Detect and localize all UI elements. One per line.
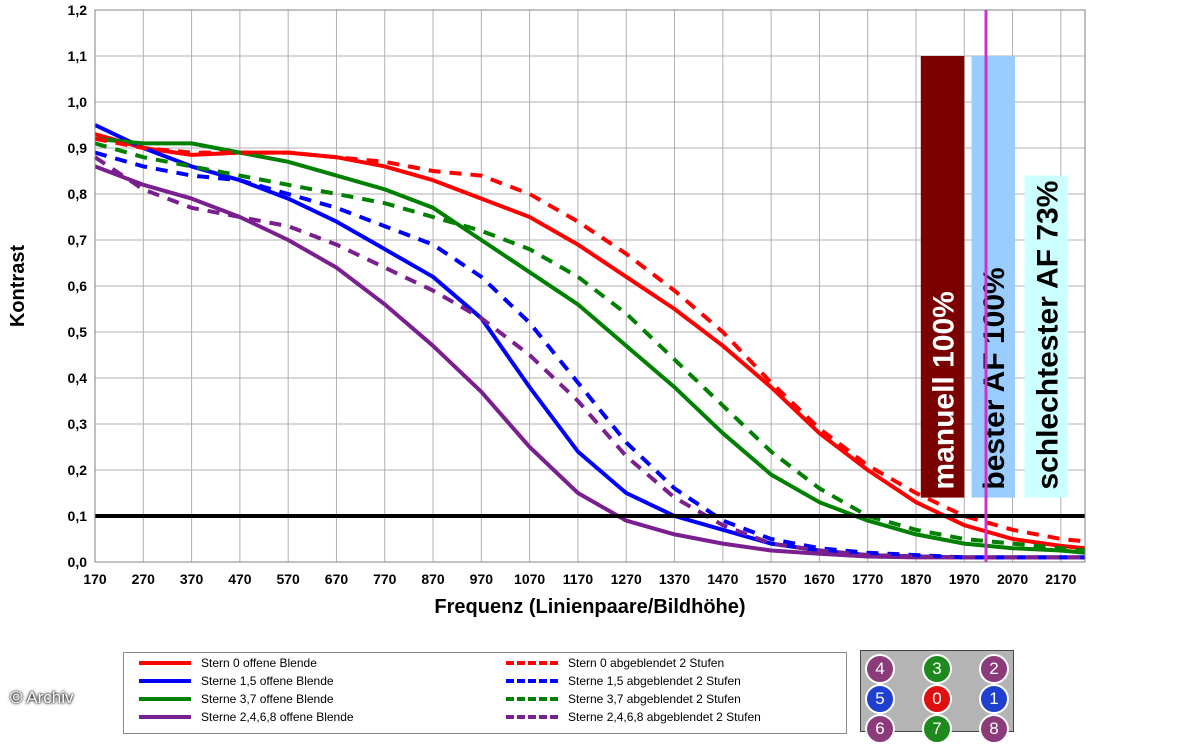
x-tick-label: 1570 bbox=[756, 571, 787, 587]
y-tick-label: 0,6 bbox=[68, 278, 88, 294]
legend-item: Sterne 2,4,6,8 offene Blende bbox=[139, 708, 354, 726]
y-tick-label: 0,2 bbox=[68, 462, 88, 478]
bar-label-0: manuell 100% bbox=[928, 291, 961, 489]
legend-swatch bbox=[139, 715, 191, 719]
y-tick-label: 0,3 bbox=[68, 416, 88, 432]
star-marker: 5 bbox=[865, 684, 895, 714]
x-tick-label: 1170 bbox=[563, 571, 594, 587]
x-tick-label: 970 bbox=[470, 571, 494, 587]
legend-swatch bbox=[139, 697, 191, 701]
series-line-4 bbox=[94, 136, 1086, 544]
x-tick-label: 1770 bbox=[852, 571, 883, 587]
x-tick-label: 1370 bbox=[659, 571, 690, 587]
star-marker: 3 bbox=[922, 654, 952, 684]
legend-swatch bbox=[139, 679, 191, 683]
star-marker: 7 bbox=[922, 714, 952, 744]
mtf-chart: manuell 100% bester AF 100% schlechtester … bbox=[7, 2, 1086, 618]
x-tick-label: 1670 bbox=[804, 571, 835, 587]
x-tick-label: 370 bbox=[180, 571, 204, 587]
x-tick-label: 170 bbox=[83, 571, 107, 587]
x-tick-label: 1270 bbox=[611, 571, 642, 587]
legend-item: Stern 0 abgeblendet 2 Stufen bbox=[506, 654, 724, 672]
legend-item: Sterne 2,4,6,8 abgeblendet 2 Stufen bbox=[506, 708, 761, 726]
star-marker: 0 bbox=[922, 684, 952, 714]
star-marker: 8 bbox=[979, 714, 1009, 744]
star-marker: 1 bbox=[979, 684, 1009, 714]
legend-label: Sterne 2,4,6,8 offene Blende bbox=[201, 710, 354, 724]
x-tick-label: 670 bbox=[325, 571, 349, 587]
x-tick-label: 2170 bbox=[1045, 571, 1076, 587]
star-marker: 4 bbox=[865, 654, 895, 684]
star-marker: 6 bbox=[865, 714, 895, 744]
legend-swatch bbox=[139, 661, 191, 665]
legend-item: Sterne 1,5 abgeblendet 2 Stufen bbox=[506, 672, 741, 690]
bar-label-2: schlechtester AF 73% bbox=[1031, 181, 1064, 490]
x-axis-title: Frequenz (Linienpaare/Bildhöhe) bbox=[434, 596, 745, 618]
y-tick-label: 0,9 bbox=[68, 140, 88, 156]
x-tick-label: 1470 bbox=[707, 571, 738, 587]
y-tick-label: 1,0 bbox=[68, 94, 88, 110]
bar-2 bbox=[1024, 175, 1069, 498]
y-tick-labels: 0,0 0,1 0,2 0,3 0,4 0,5 0,6 0,7 0,8 0,9 1,0 1,1 1,2 bbox=[68, 2, 88, 570]
x-tick-label: 2070 bbox=[997, 571, 1028, 587]
x-tick-label: 270 bbox=[132, 571, 156, 587]
star-marker: 2 bbox=[979, 654, 1009, 684]
legend-label: Sterne 2,4,6,8 abgeblendet 2 Stufen bbox=[568, 710, 761, 724]
series-lines bbox=[93, 123, 1086, 560]
x-tick-labels: 170 270 370 470 570 670 770 870 970 1070 1170 1270 1… bbox=[83, 571, 1076, 587]
legend-label: Sterne 1,5 abgeblendet 2 Stufen bbox=[568, 674, 741, 688]
y-tick-label: 0,8 bbox=[68, 186, 88, 202]
credit-text: © Archiv bbox=[10, 688, 74, 707]
legend-label: Stern 0 offene Blende bbox=[201, 656, 317, 670]
legend-swatch bbox=[506, 661, 558, 665]
bars: manuell 100% bester AF 100% schlechtester … bbox=[920, 56, 1069, 498]
legend-swatch bbox=[506, 715, 558, 719]
series-line-6 bbox=[94, 141, 1086, 553]
x-tick-label: 770 bbox=[373, 571, 397, 587]
y-tick-label: 0,4 bbox=[68, 370, 88, 386]
legend-label: Sterne 3,7 abgeblendet 2 Stufen bbox=[568, 692, 741, 706]
x-tick-label: 470 bbox=[228, 571, 252, 587]
y-tick-label: 0,7 bbox=[68, 232, 88, 248]
legend-item: Sterne 1,5 offene Blende bbox=[139, 672, 334, 690]
legend-label: Sterne 3,7 offene Blende bbox=[201, 692, 334, 706]
y-tick-label: 0,0 bbox=[68, 554, 88, 570]
x-tick-label: 570 bbox=[276, 571, 300, 587]
series-line-2 bbox=[94, 136, 1086, 555]
series-line-5 bbox=[94, 150, 1085, 560]
legend-swatch bbox=[506, 697, 558, 701]
bar-label-1: bester AF 100% bbox=[978, 267, 1011, 489]
legend: Stern 0 offene Blende Sterne 1,5 offene B… bbox=[123, 652, 847, 734]
legend-label: Stern 0 abgeblendet 2 Stufen bbox=[568, 656, 725, 670]
legend-label: Sterne 1,5 offene Blende bbox=[201, 674, 334, 688]
y-tick-label: 1,1 bbox=[68, 48, 88, 64]
x-tick-label: 1970 bbox=[949, 571, 980, 587]
legend-swatch bbox=[506, 679, 558, 683]
x-tick-label: 870 bbox=[421, 571, 445, 587]
legend-item: Stern 0 offene Blende bbox=[139, 654, 317, 672]
bar-1 bbox=[971, 56, 1015, 498]
x-tick-label: 1070 bbox=[514, 571, 545, 587]
plot-border bbox=[94, 9, 1086, 563]
y-tick-label: 0,1 bbox=[68, 508, 88, 524]
y-tick-label: 1,2 bbox=[68, 2, 88, 18]
y-tick-label: 0,5 bbox=[68, 324, 88, 340]
reference-lines bbox=[95, 10, 1085, 562]
bar-0 bbox=[920, 56, 965, 498]
legend-item: Sterne 3,7 offene Blende bbox=[139, 690, 334, 708]
x-tick-label: 1870 bbox=[900, 571, 931, 587]
legend-item: Sterne 3,7 abgeblendet 2 Stufen bbox=[506, 690, 741, 708]
y-axis-title: Kontrast bbox=[7, 245, 29, 328]
